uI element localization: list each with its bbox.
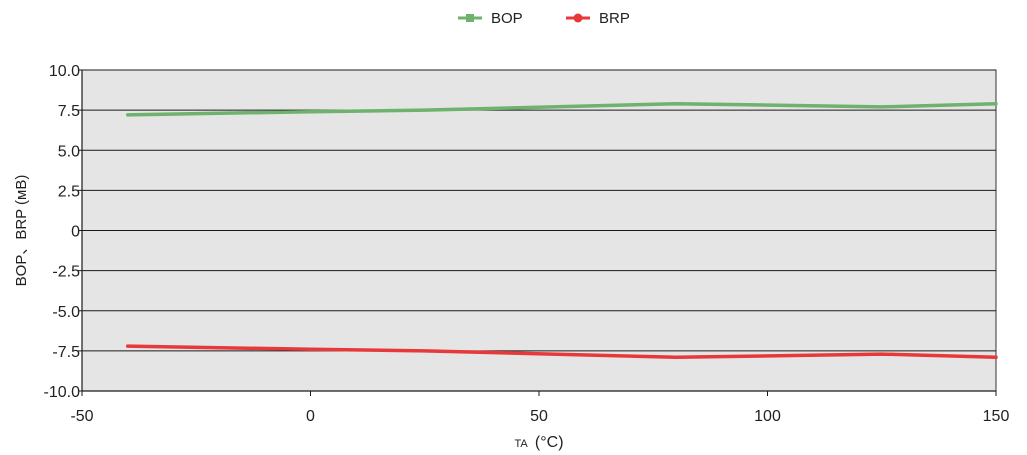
- y-tick-label: 7.5: [58, 103, 80, 120]
- y-tick-label: -5.0: [52, 304, 80, 321]
- series-line-bop: [125, 101, 998, 117]
- x-axis-ticks: -50 0 50 100 150: [70, 391, 1009, 425]
- y-tick-label: -7.5: [52, 344, 80, 361]
- legend-label-brp: BRP: [599, 10, 630, 27]
- legend-label-bop: BOP: [491, 10, 523, 27]
- legend-marker-square: [466, 14, 474, 22]
- x-tick-label: 150: [983, 408, 1010, 425]
- y-axis-label: BOP、BRP (мВ): [13, 175, 30, 287]
- x-tick-label: 100: [754, 408, 781, 425]
- y-tick-label: 0: [71, 224, 80, 241]
- x-axis-label-unit: (°C): [535, 434, 564, 451]
- x-tick-label: -50: [70, 408, 93, 425]
- legend-marker-circle: [573, 13, 583, 23]
- grid-lines: [82, 69, 996, 392]
- y-tick-label: -2.5: [52, 264, 80, 281]
- legend: BOP BRP: [458, 10, 630, 27]
- x-axis-label-prefix: TA: [514, 438, 528, 450]
- series-line-brp: [125, 344, 998, 360]
- y-tick-label: -10.0: [44, 384, 81, 401]
- y-tick-label: 2.5: [58, 183, 80, 200]
- y-tick-label: 10.0: [49, 63, 80, 80]
- y-tick-label: 5.0: [58, 143, 80, 160]
- x-tick-label: 50: [530, 408, 548, 425]
- x-tick-label: 0: [306, 408, 315, 425]
- x-axis-label: TA (°C): [514, 434, 563, 451]
- series-layer: [125, 101, 998, 360]
- y-axis-ticks: 10.0 7.5 5.0 2.5 0 -2.5 -5.0 -7.5 -10.0: [44, 63, 82, 401]
